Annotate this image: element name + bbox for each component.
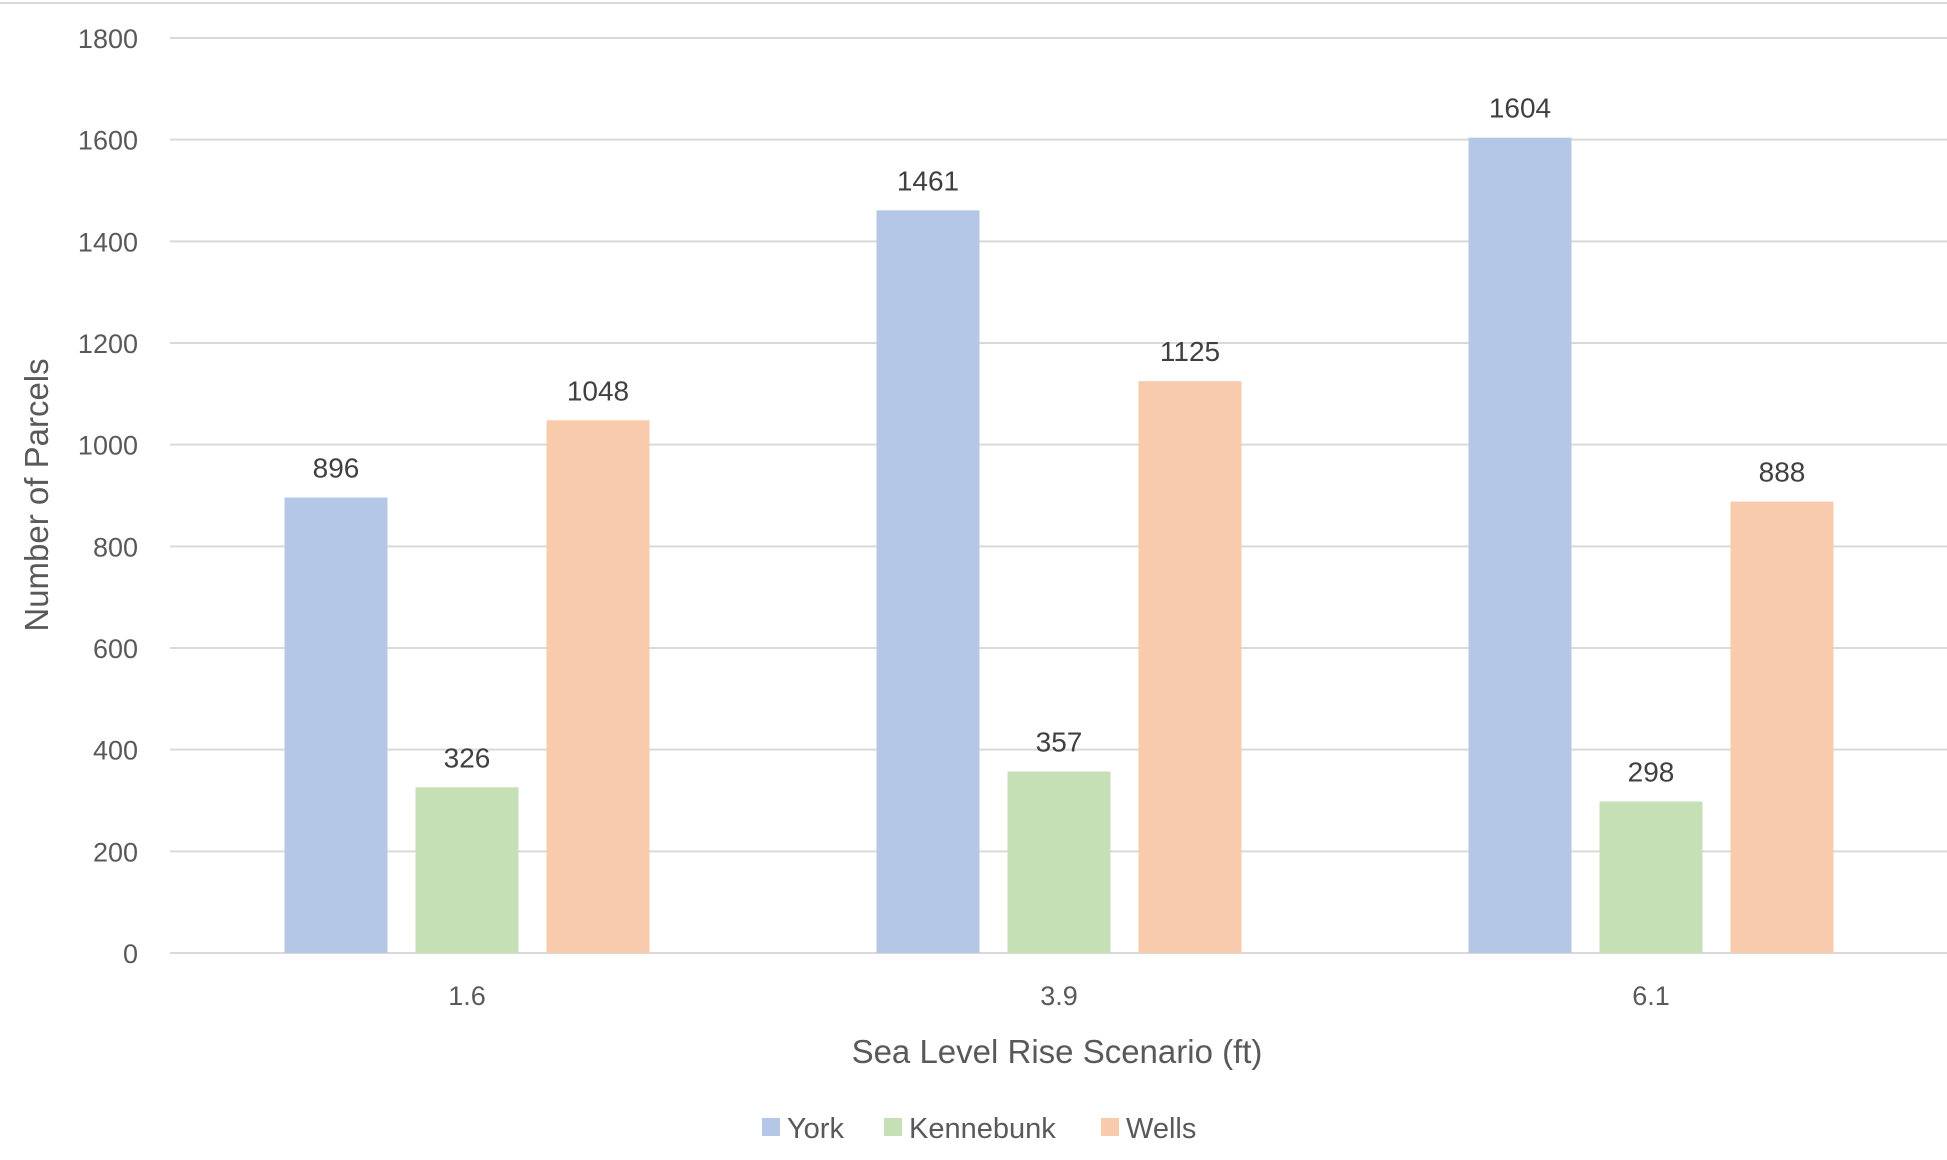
data-label: 1125: [1160, 336, 1220, 367]
y-axis-ticks: 0 200 400 600 800 1000 1200 1400 1600 1800: [78, 24, 138, 969]
x-axis-title: Sea Level Rise Scenario (ft): [852, 1033, 1263, 1070]
data-label: 298: [1628, 757, 1675, 788]
data-label: 1461: [897, 165, 959, 196]
x-tick-label: 1.6: [448, 981, 486, 1011]
bar-wells-3-9: [1138, 381, 1242, 953]
bar-kennebunk-6-1: [1599, 801, 1703, 953]
x-axis-ticks: 1.6 3.9 6.1: [448, 981, 1670, 1011]
legend-label-kennebunk: Kennebunk: [909, 1113, 1056, 1145]
data-label: 357: [1036, 727, 1083, 758]
legend-swatch-york: [762, 1118, 780, 1136]
data-label: 896: [313, 453, 360, 484]
data-label: 1604: [1489, 93, 1551, 124]
y-tick-label: 1000: [78, 431, 138, 461]
legend: York Kennebunk Wells: [762, 1113, 1196, 1145]
y-tick-label: 200: [93, 837, 138, 867]
x-tick-label: 6.1: [1632, 981, 1670, 1011]
bar-york-1-6: [284, 497, 388, 953]
bar-wells-6-1: [1730, 501, 1834, 953]
legend-label-wells: Wells: [1126, 1113, 1196, 1145]
x-tick-label: 3.9: [1040, 981, 1078, 1011]
data-label: 1048: [567, 375, 629, 406]
y-tick-label: 1400: [78, 227, 138, 257]
bars: [284, 137, 1834, 954]
y-axis-title: Number of Parcels: [18, 358, 55, 631]
data-label: 888: [1759, 457, 1806, 488]
bar-york-6-1: [1468, 137, 1572, 954]
bar-kennebunk-1-6: [415, 787, 519, 953]
data-label: 326: [444, 742, 491, 773]
y-tick-label: 1600: [78, 126, 138, 156]
bar-york-3-9: [876, 210, 980, 953]
legend-swatch-kennebunk: [884, 1118, 902, 1136]
y-tick-label: 1200: [78, 329, 138, 359]
y-tick-label: 600: [93, 634, 138, 664]
legend-swatch-wells: [1101, 1118, 1119, 1136]
bar-wells-1-6: [546, 420, 650, 953]
y-tick-label: 800: [93, 532, 138, 562]
data-labels: 896 326 1048 1461 357 1125 1604 298 888: [313, 93, 1806, 788]
legend-label-york: York: [787, 1113, 844, 1145]
y-tick-label: 0: [123, 939, 138, 969]
y-tick-label: 400: [93, 736, 138, 766]
bar-kennebunk-3-9: [1007, 771, 1111, 953]
y-tick-label: 1800: [78, 24, 138, 54]
